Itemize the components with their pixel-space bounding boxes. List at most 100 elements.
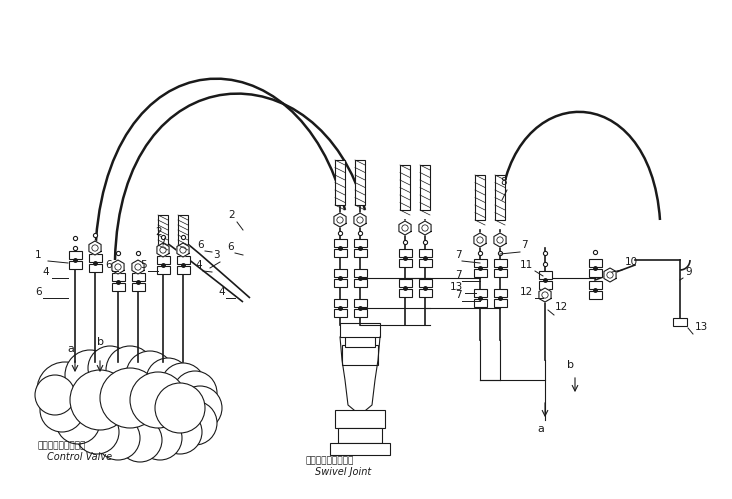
Bar — [69, 261, 81, 269]
Text: 3: 3 — [213, 250, 220, 260]
Polygon shape — [132, 260, 144, 274]
Text: 11: 11 — [520, 260, 533, 270]
Bar — [589, 281, 602, 289]
Polygon shape — [112, 260, 124, 274]
Text: 4: 4 — [218, 287, 225, 297]
Bar — [539, 281, 551, 289]
Bar — [493, 289, 507, 297]
Text: スイベルジョイント: スイベルジョイント — [305, 456, 354, 465]
Text: 6: 6 — [105, 260, 111, 270]
Text: b: b — [567, 360, 574, 370]
Bar — [157, 256, 170, 264]
Bar — [111, 283, 124, 291]
Text: b: b — [97, 337, 104, 347]
Polygon shape — [157, 243, 169, 257]
Circle shape — [88, 346, 132, 390]
Bar — [89, 254, 102, 262]
Bar — [354, 249, 367, 257]
Bar — [400, 165, 410, 210]
Circle shape — [65, 350, 115, 400]
Text: 1: 1 — [35, 250, 42, 260]
Bar — [69, 251, 81, 259]
Bar — [493, 269, 507, 277]
Bar — [157, 266, 170, 274]
Bar — [355, 160, 365, 205]
Bar — [354, 309, 367, 317]
Bar — [335, 160, 345, 205]
Bar — [354, 269, 367, 277]
Bar — [335, 410, 385, 428]
Circle shape — [138, 416, 182, 460]
Circle shape — [173, 371, 217, 415]
Bar — [354, 239, 367, 247]
Circle shape — [130, 372, 186, 428]
Text: 13: 13 — [450, 282, 463, 292]
Text: a: a — [67, 344, 74, 354]
Bar — [132, 283, 144, 291]
Circle shape — [158, 410, 202, 454]
Circle shape — [118, 418, 162, 462]
Bar — [589, 269, 602, 277]
Bar — [178, 215, 188, 245]
Text: 10: 10 — [625, 257, 638, 267]
Bar — [539, 271, 551, 279]
Bar — [474, 289, 487, 297]
Bar — [340, 323, 380, 337]
Circle shape — [146, 358, 190, 402]
Bar — [419, 249, 431, 257]
Bar — [111, 273, 124, 281]
Bar — [589, 259, 602, 267]
Bar — [398, 259, 411, 267]
Bar — [338, 428, 382, 443]
Text: 6: 6 — [197, 240, 203, 250]
Bar — [354, 279, 367, 287]
Text: 4: 4 — [195, 260, 201, 270]
Polygon shape — [474, 233, 486, 247]
Text: 7: 7 — [455, 290, 462, 300]
Text: 7: 7 — [521, 240, 528, 250]
Bar — [176, 266, 190, 274]
Polygon shape — [419, 221, 431, 235]
Text: Control Valve: Control Valve — [47, 452, 112, 462]
Circle shape — [75, 410, 119, 454]
Polygon shape — [177, 243, 189, 257]
Bar — [419, 259, 431, 267]
Text: 9: 9 — [685, 267, 692, 277]
Circle shape — [100, 368, 160, 428]
Bar — [474, 269, 487, 277]
Bar — [158, 215, 168, 245]
Circle shape — [155, 383, 205, 433]
Text: 12: 12 — [555, 302, 568, 312]
Bar — [354, 299, 367, 307]
Bar — [589, 291, 602, 299]
Bar — [398, 279, 411, 287]
Bar — [334, 279, 346, 287]
Polygon shape — [334, 213, 346, 227]
Bar — [495, 175, 505, 220]
Bar — [474, 299, 487, 307]
Circle shape — [178, 386, 222, 430]
Bar — [334, 249, 346, 257]
Bar — [398, 249, 411, 257]
Text: 7: 7 — [455, 270, 462, 280]
Text: 5: 5 — [140, 260, 146, 270]
Text: a: a — [537, 424, 544, 434]
Bar — [334, 299, 346, 307]
Circle shape — [37, 362, 93, 418]
Text: 2: 2 — [155, 227, 162, 237]
Bar — [419, 289, 431, 297]
Bar — [132, 273, 144, 281]
Polygon shape — [494, 233, 506, 247]
Bar — [419, 279, 431, 287]
Bar — [334, 239, 346, 247]
Bar — [330, 443, 390, 455]
Circle shape — [56, 400, 100, 444]
Circle shape — [40, 388, 84, 432]
Circle shape — [106, 346, 154, 394]
Circle shape — [173, 401, 217, 445]
Bar — [673, 318, 687, 326]
Text: コントロールバルブ: コントロールバルブ — [38, 441, 86, 450]
Text: 4: 4 — [42, 267, 48, 277]
Bar — [345, 335, 375, 347]
Bar — [398, 289, 411, 297]
